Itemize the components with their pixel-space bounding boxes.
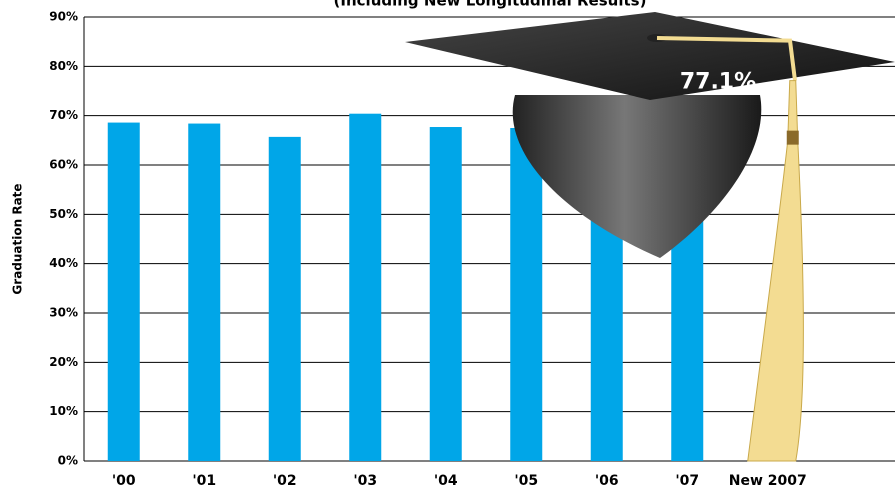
value-label: 77.1% xyxy=(680,70,756,95)
bar xyxy=(188,123,221,461)
x-tick-label: '02 xyxy=(273,473,297,489)
chart-title: (Including New Longitudinal Results) xyxy=(334,0,647,10)
x-tick-label: '01 xyxy=(192,473,216,489)
tassel-band xyxy=(786,130,799,145)
graduation-cap xyxy=(405,12,895,258)
bar xyxy=(349,113,382,462)
x-tick-label: '04 xyxy=(434,473,458,489)
y-tick-label: 70% xyxy=(49,108,78,122)
y-tick-label: 40% xyxy=(49,256,78,270)
y-tick-label: 20% xyxy=(49,355,78,369)
y-axis-label: Graduation Rate xyxy=(11,183,25,294)
x-tick-label: '05 xyxy=(514,473,538,489)
bar xyxy=(107,122,140,461)
x-tick-label: '07 xyxy=(675,473,699,489)
bar xyxy=(268,136,301,461)
x-tick-label: '00 xyxy=(112,473,136,489)
x-tick-label: New 2007 xyxy=(729,473,807,489)
tassel-bar xyxy=(747,80,804,462)
y-tick-label: 60% xyxy=(49,158,78,172)
y-tick-label: 10% xyxy=(49,404,78,418)
bar xyxy=(510,128,543,461)
y-tick-label: 50% xyxy=(49,207,78,221)
x-tick-label: '06 xyxy=(595,473,619,489)
bar xyxy=(429,127,462,461)
y-tick-label: 80% xyxy=(49,59,78,73)
y-tick-label: 30% xyxy=(49,306,78,320)
x-tick-label: '03 xyxy=(353,473,377,489)
y-tick-label: 0% xyxy=(58,454,78,468)
cap-cord xyxy=(656,36,797,81)
y-tick-label: 90% xyxy=(49,10,78,24)
